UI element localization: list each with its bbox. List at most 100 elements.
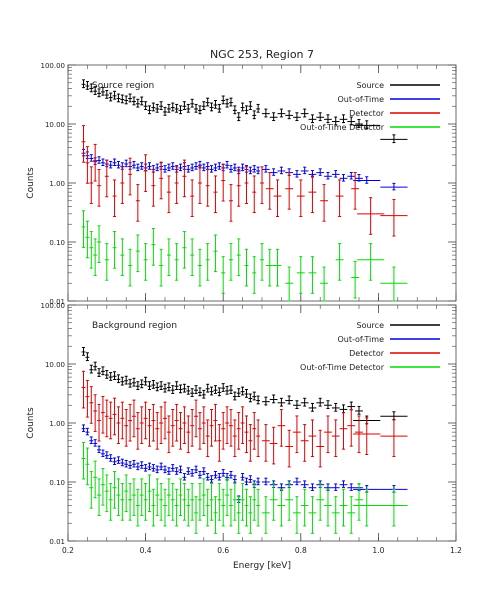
x-axis: 0.2 0.4 0.6 0.8 1.0 1.2 bbox=[62, 546, 462, 555]
data-point bbox=[124, 474, 129, 513]
data-point bbox=[163, 401, 167, 440]
data-point bbox=[248, 101, 253, 111]
data-point bbox=[240, 102, 245, 112]
data-point bbox=[135, 488, 140, 527]
data-point bbox=[217, 387, 222, 397]
data-point bbox=[174, 103, 179, 113]
data-point bbox=[151, 403, 156, 442]
x-axis-label: Energy [keV] bbox=[233, 561, 291, 571]
legend-label: Out-of-Time bbox=[337, 335, 384, 344]
data-point bbox=[190, 469, 195, 477]
data-point bbox=[248, 475, 253, 483]
data-point bbox=[124, 95, 129, 105]
data-point bbox=[182, 231, 187, 269]
data-point bbox=[100, 158, 105, 166]
data-point bbox=[166, 415, 171, 454]
data-point bbox=[81, 79, 86, 89]
data-point bbox=[174, 467, 179, 475]
data-point bbox=[112, 397, 117, 436]
data-point bbox=[194, 399, 198, 438]
data-point bbox=[128, 461, 133, 469]
y-tick-label: 1.00 bbox=[49, 420, 65, 428]
data-point bbox=[143, 401, 148, 440]
data-point bbox=[273, 179, 282, 218]
data-point bbox=[324, 400, 332, 410]
data-point bbox=[262, 424, 270, 462]
data-point bbox=[151, 169, 156, 207]
data-point bbox=[209, 165, 214, 173]
data-point bbox=[240, 163, 245, 172]
y-axis-label: Counts bbox=[26, 407, 36, 439]
data-point bbox=[209, 483, 214, 521]
data-point bbox=[100, 366, 105, 376]
data-point bbox=[229, 470, 233, 479]
data-point bbox=[197, 105, 202, 115]
data-point bbox=[240, 386, 245, 396]
data-point bbox=[380, 134, 408, 144]
data-point bbox=[124, 159, 129, 168]
data-point bbox=[273, 248, 282, 287]
data-point bbox=[174, 381, 179, 391]
data-point bbox=[97, 169, 101, 207]
data-point bbox=[339, 404, 348, 414]
data-point bbox=[380, 198, 408, 237]
data-point bbox=[132, 399, 136, 438]
data-point bbox=[151, 102, 156, 112]
data-point bbox=[174, 243, 179, 281]
y-tick-label: 0.01 bbox=[49, 538, 65, 546]
legend-label: Source bbox=[357, 81, 385, 90]
chart-title: NGC 253, Region 7 bbox=[210, 48, 314, 61]
y-axis-label: Counts bbox=[26, 167, 36, 199]
data-point bbox=[155, 382, 160, 392]
data-point bbox=[194, 496, 198, 534]
data-point bbox=[116, 456, 121, 464]
data-point bbox=[217, 473, 222, 481]
data-point bbox=[229, 184, 233, 222]
data-point bbox=[108, 483, 113, 521]
data-point bbox=[104, 243, 109, 281]
data-point bbox=[269, 394, 278, 404]
data-point bbox=[380, 182, 408, 191]
data-point bbox=[324, 114, 332, 124]
data-point bbox=[170, 102, 175, 112]
data-point bbox=[182, 101, 187, 111]
data-point bbox=[339, 174, 348, 182]
data-point bbox=[135, 163, 140, 172]
data-point bbox=[353, 417, 381, 455]
data-point bbox=[285, 110, 294, 120]
data-point bbox=[124, 459, 129, 468]
data-point bbox=[213, 385, 218, 394]
data-point bbox=[108, 401, 113, 440]
data-point bbox=[112, 158, 117, 166]
data-point bbox=[89, 436, 94, 444]
data-point bbox=[139, 406, 144, 444]
data-point bbox=[147, 162, 152, 170]
x-tick-label: 1.0 bbox=[372, 546, 384, 555]
data-point bbox=[236, 112, 241, 122]
y-tick-label: 0.10 bbox=[49, 239, 65, 247]
data-point bbox=[225, 385, 230, 395]
data-point bbox=[120, 238, 125, 277]
legend-label: Source bbox=[357, 321, 385, 330]
data-point bbox=[225, 160, 230, 169]
data-point bbox=[143, 483, 148, 521]
data-point bbox=[316, 168, 325, 176]
data-point bbox=[355, 118, 363, 128]
data-point bbox=[112, 471, 117, 509]
y-axis: 0.01 0.10 1.00 10.00 100.00 bbox=[41, 62, 457, 306]
data-point bbox=[139, 96, 144, 106]
data-point bbox=[132, 478, 136, 517]
data-point bbox=[347, 116, 356, 126]
data-point bbox=[81, 424, 86, 432]
data-point bbox=[81, 441, 86, 480]
data-point bbox=[300, 480, 309, 488]
data-point bbox=[116, 93, 121, 103]
data-point bbox=[197, 166, 202, 204]
data-point bbox=[285, 483, 294, 521]
data-point bbox=[331, 170, 340, 178]
data-point bbox=[339, 114, 348, 124]
data-point bbox=[209, 386, 214, 396]
data-point bbox=[296, 179, 305, 218]
data-point bbox=[135, 412, 140, 450]
data-point bbox=[135, 234, 140, 273]
